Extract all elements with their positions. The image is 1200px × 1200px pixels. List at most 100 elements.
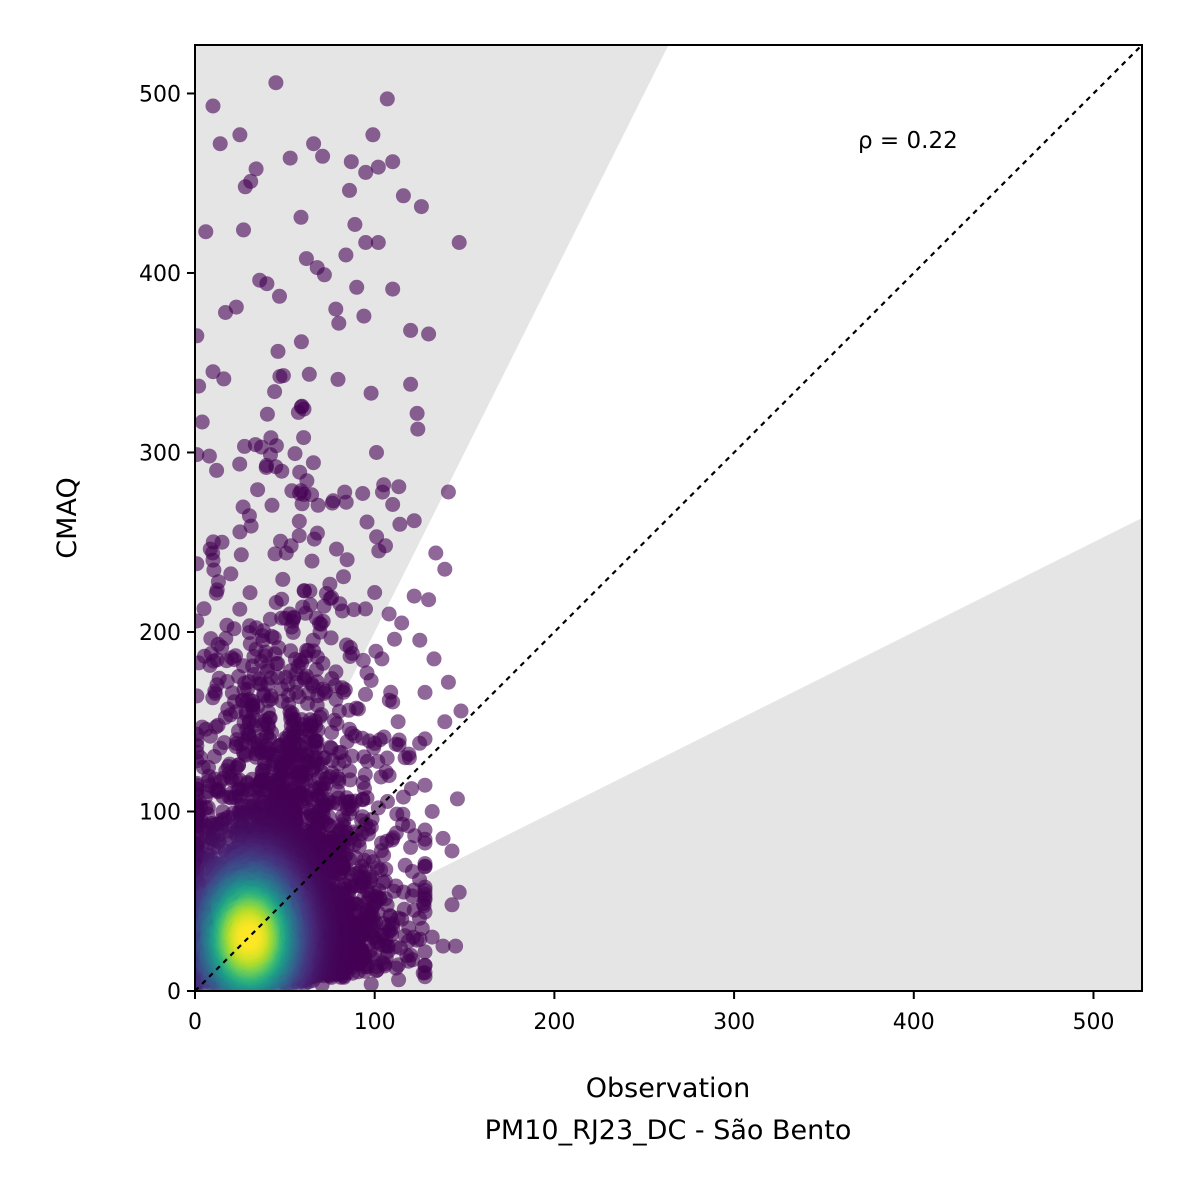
data-point <box>346 602 362 618</box>
data-point <box>268 75 284 91</box>
data-point <box>293 334 309 350</box>
data-point <box>388 736 404 752</box>
data-point <box>237 438 252 454</box>
scatter-points <box>195 75 469 991</box>
data-point <box>421 592 437 608</box>
data-point <box>356 749 372 765</box>
data-point <box>233 547 249 563</box>
data-point <box>202 728 218 744</box>
data-point <box>388 960 404 976</box>
data-point <box>358 601 373 617</box>
data-point <box>206 562 222 578</box>
data-point <box>330 371 346 387</box>
data-point <box>223 566 239 582</box>
data-point <box>373 769 389 785</box>
data-point <box>363 976 379 991</box>
data-point <box>272 288 287 304</box>
data-point <box>375 484 390 500</box>
data-point <box>381 606 397 622</box>
data-point <box>397 928 413 944</box>
data-point <box>195 613 205 629</box>
data-point <box>379 91 395 107</box>
data-point <box>205 364 221 380</box>
data-point <box>237 179 253 195</box>
data-point <box>437 714 453 730</box>
data-point <box>342 649 358 664</box>
data-point <box>370 235 386 250</box>
data-point <box>355 652 371 668</box>
data-point <box>214 534 230 550</box>
data-point <box>216 371 232 387</box>
data-point <box>285 624 301 640</box>
data-point <box>448 938 464 954</box>
data-point <box>412 632 428 648</box>
data-point <box>366 740 382 756</box>
data-point <box>358 686 373 702</box>
data-point <box>208 585 224 601</box>
data-point <box>306 136 322 152</box>
data-point <box>329 541 344 557</box>
data-point <box>195 556 205 572</box>
data-point <box>296 583 312 599</box>
data-point <box>324 725 340 740</box>
data-point <box>291 513 307 529</box>
data-point <box>272 369 288 384</box>
data-point <box>453 703 469 719</box>
data-point <box>301 366 317 382</box>
data-point <box>387 631 402 647</box>
data-point <box>315 148 331 164</box>
data-point <box>358 235 374 250</box>
data-point <box>444 843 460 859</box>
data-point <box>205 690 221 706</box>
data-point <box>268 595 284 610</box>
data-point <box>403 376 419 392</box>
data-point <box>421 326 437 342</box>
data-point <box>444 897 460 913</box>
data-point <box>338 247 354 263</box>
data-point <box>370 159 386 175</box>
data-point <box>232 601 248 617</box>
data-point <box>367 585 383 600</box>
data-point <box>347 217 363 232</box>
data-point <box>275 571 291 587</box>
data-point <box>232 456 248 472</box>
data-point <box>342 182 357 198</box>
data-point <box>241 625 257 640</box>
data-point <box>195 688 205 704</box>
lower-shaded-band <box>195 518 1142 991</box>
data-point <box>294 496 310 512</box>
data-point <box>385 497 401 512</box>
data-point <box>316 598 332 614</box>
data-point <box>426 651 442 667</box>
data-point <box>306 531 322 547</box>
data-point <box>392 516 408 532</box>
data-point <box>290 404 306 420</box>
data-point <box>196 601 212 617</box>
data-point <box>409 405 425 421</box>
data-point <box>397 857 413 873</box>
data-point <box>291 528 307 544</box>
data-point <box>202 657 218 673</box>
data-point <box>417 777 433 793</box>
data-point <box>374 651 390 667</box>
data-point <box>323 630 339 646</box>
data-point <box>406 513 422 529</box>
data-point <box>250 482 266 498</box>
data-point <box>205 98 221 114</box>
data-point <box>413 199 429 215</box>
data-point <box>267 546 283 562</box>
data-point <box>451 235 467 250</box>
data-point <box>270 343 286 359</box>
data-point <box>394 615 410 631</box>
data-point <box>334 603 350 619</box>
data-point <box>342 772 358 788</box>
data-point <box>363 673 379 688</box>
data-point <box>259 276 275 292</box>
data-point <box>356 308 372 324</box>
data-point <box>449 791 465 807</box>
data-point <box>219 653 235 669</box>
data-point <box>278 545 294 561</box>
data-point <box>391 972 407 988</box>
data-point <box>298 251 314 267</box>
data-point <box>339 552 355 568</box>
